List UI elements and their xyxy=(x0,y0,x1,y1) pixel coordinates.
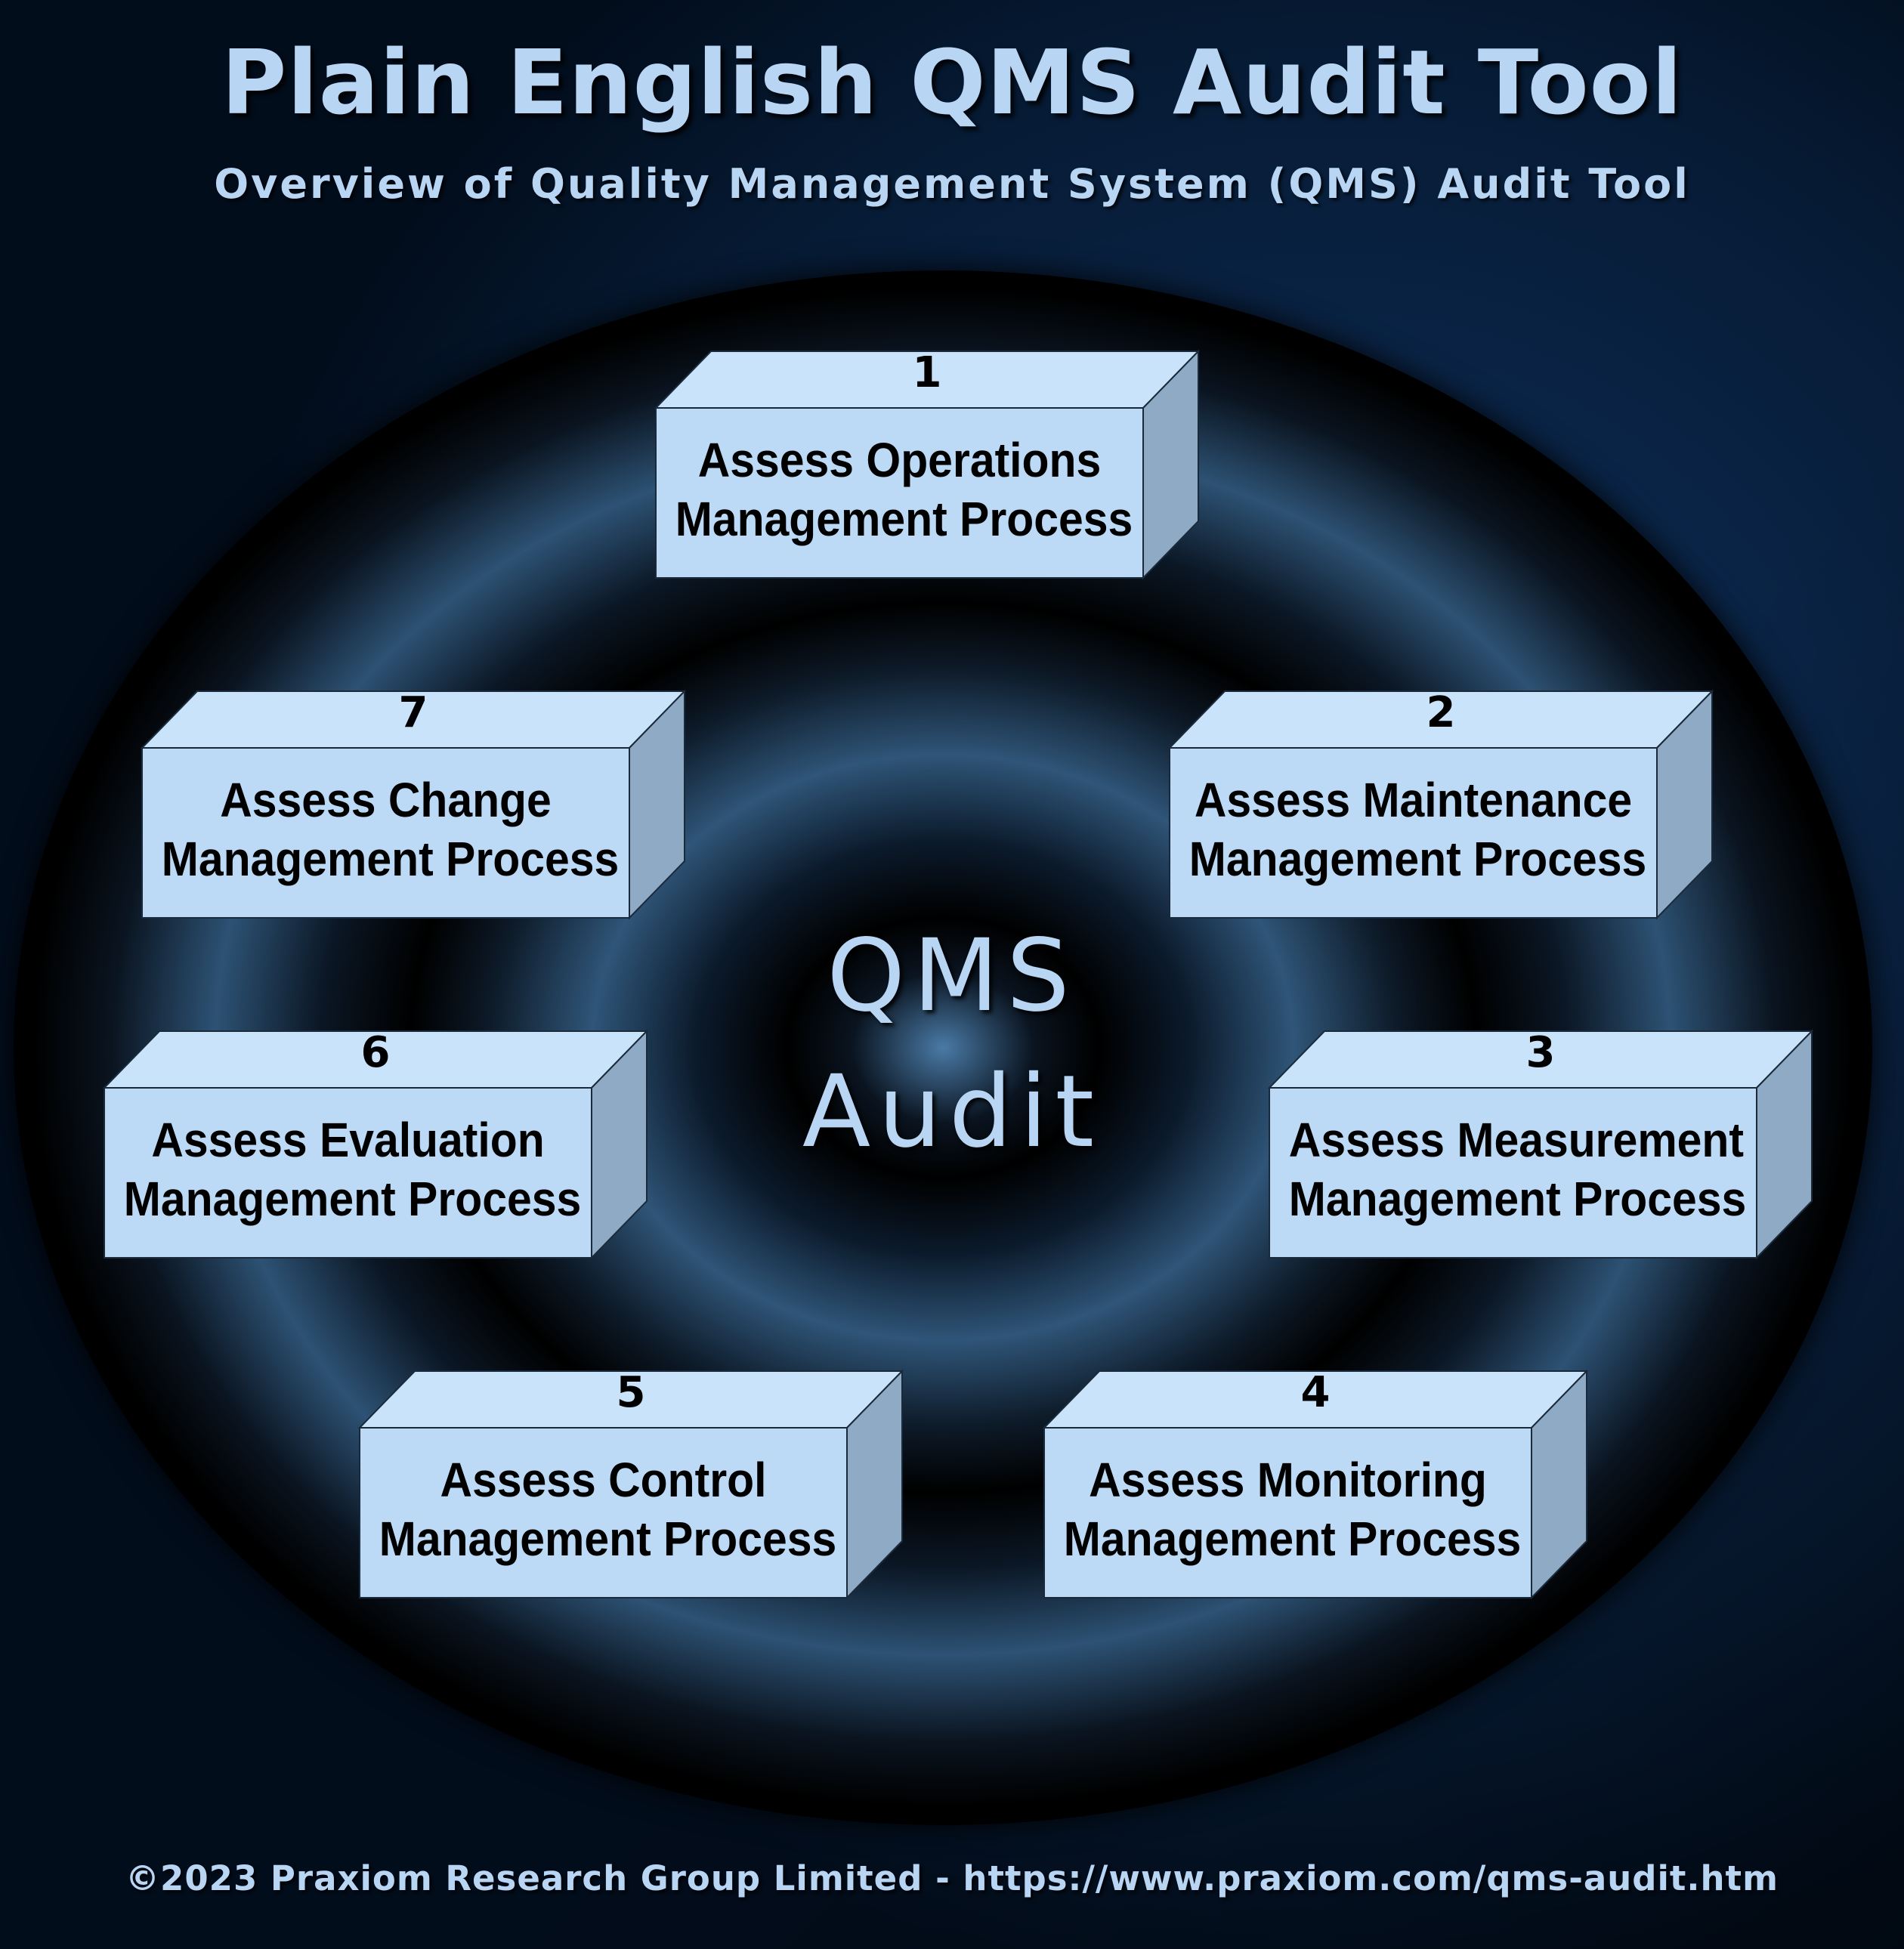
box-number: 3 xyxy=(1525,1028,1556,1077)
process-box-5: 5 Assess Control Management Process xyxy=(357,1368,904,1600)
box-label-line-1: Assess Control xyxy=(440,1453,767,1507)
box-number: 4 xyxy=(1300,1368,1331,1417)
box-label-line-1: Assess Measurement xyxy=(1288,1113,1744,1167)
box-label: Assess Measurement Management Process xyxy=(1288,1110,1747,1228)
process-box-2: 2 Assess Maintenance Management Process xyxy=(1167,688,1714,920)
box-label-line-2: Management Process xyxy=(675,492,1133,546)
page-subtitle: Overview of Quality Management System (Q… xyxy=(214,160,1690,208)
box-label: Assess Maintenance Management Process xyxy=(1188,771,1647,888)
box-number: 7 xyxy=(398,688,428,737)
box-label-line-1: Assess Monitoring xyxy=(1089,1453,1487,1507)
box-label-line-1: Assess Maintenance xyxy=(1194,773,1633,827)
box-label-line-2: Management Process xyxy=(161,832,620,886)
box-3d-frame xyxy=(140,689,687,920)
box-number: 6 xyxy=(360,1028,391,1077)
center-label-audit: Audit xyxy=(802,1054,1102,1170)
process-box-6: 6 Assess Evaluation Management Process xyxy=(102,1028,649,1260)
box-number: 1 xyxy=(912,348,942,397)
process-box-7: 7 Assess Change Management Process xyxy=(140,688,687,920)
process-box-1: 1 Assess Operations Management Process xyxy=(654,348,1201,580)
box-number: 2 xyxy=(1426,688,1456,737)
process-box-3: 3 Assess Measurement Management Process xyxy=(1267,1028,1814,1260)
box-3d-frame xyxy=(1267,1029,1814,1260)
process-box-4: 4 Assess Monitoring Management Process xyxy=(1042,1368,1589,1600)
box-label: Assess Operations Management Process xyxy=(675,431,1133,548)
box-label-line-1: Assess Evaluation xyxy=(151,1113,545,1167)
box-label-line-2: Management Process xyxy=(1188,832,1647,886)
box-label-line-1: Assess Operations xyxy=(697,433,1102,487)
box-3d-frame xyxy=(357,1369,904,1600)
box-label-line-1: Assess Change xyxy=(220,773,552,827)
box-3d-frame xyxy=(102,1029,649,1260)
box-label-line-2: Management Process xyxy=(1288,1172,1747,1226)
box-label: Assess Control Management Process xyxy=(379,1450,837,1568)
box-label: Assess Evaluation Management Process xyxy=(123,1110,582,1228)
box-label-line-2: Management Process xyxy=(379,1512,837,1566)
box-3d-frame xyxy=(1042,1369,1589,1600)
box-3d-frame xyxy=(654,349,1201,580)
box-label-line-2: Management Process xyxy=(123,1172,582,1226)
box-3d-frame xyxy=(1167,689,1714,920)
copyright-footer: ©2023 Praxiom Research Group Limited - h… xyxy=(125,1858,1779,1898)
box-number: 5 xyxy=(616,1368,646,1417)
box-label: Assess Change Management Process xyxy=(161,771,620,888)
center-label-qms: QMS xyxy=(827,918,1077,1034)
box-label-line-2: Management Process xyxy=(1063,1512,1522,1566)
page-title: Plain English QMS Audit Tool xyxy=(221,30,1683,134)
box-label: Assess Monitoring Management Process xyxy=(1063,1450,1522,1568)
